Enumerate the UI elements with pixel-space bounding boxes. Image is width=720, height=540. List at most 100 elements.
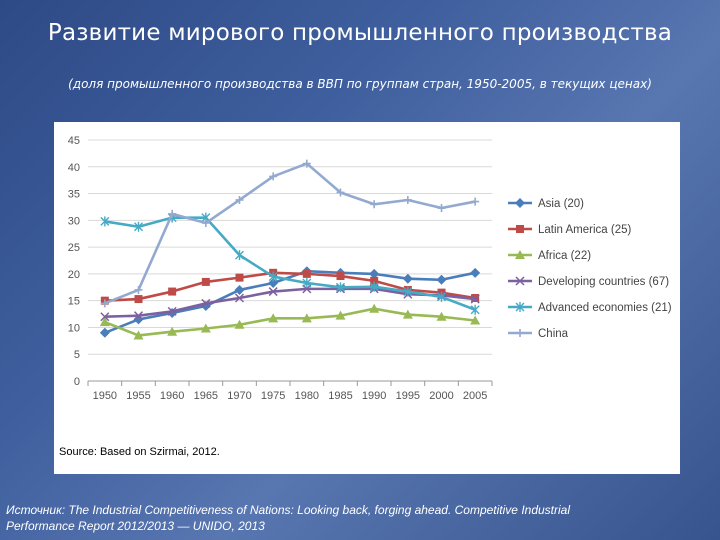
y-tick-label: 0 bbox=[74, 376, 80, 388]
chart-panel: 0 5 10 15 20 25 30 35 40 45 1950 1955 1960 1965 1970 19… bbox=[54, 122, 680, 474]
y-tick-label: 30 bbox=[68, 215, 80, 227]
data-point-china bbox=[370, 200, 379, 209]
data-point-africa-22 bbox=[268, 313, 279, 323]
data-point-advanced-economies-21 bbox=[268, 271, 278, 282]
data-point-developing-countries-67 bbox=[201, 298, 211, 308]
legend-marker-africa-22 bbox=[515, 250, 525, 259]
legend-marker-china bbox=[516, 329, 524, 337]
legend-marker-latin-america-25 bbox=[516, 225, 524, 233]
data-point-africa-22 bbox=[200, 323, 211, 333]
data-point-advanced-economies-21 bbox=[403, 286, 413, 297]
y-tick-label: 20 bbox=[68, 269, 80, 281]
data-point-africa-22 bbox=[369, 303, 380, 313]
series-line-latin-america-25 bbox=[104, 271, 476, 302]
data-point-asia-20 bbox=[470, 267, 481, 278]
slide-subtitle: (доля промышленного производства в ВВП п… bbox=[68, 77, 652, 91]
data-point-developing-countries-67 bbox=[133, 311, 144, 321]
data-point-china bbox=[201, 219, 210, 228]
data-point-china bbox=[302, 159, 311, 168]
data-point-latin-america-25 bbox=[370, 276, 379, 285]
series-line-asia-20 bbox=[104, 269, 476, 335]
legend-label-advanced-economies-21: Advanced economies (21) bbox=[538, 302, 672, 314]
data-point-developing-countries-67 bbox=[470, 294, 480, 304]
data-point-africa-22 bbox=[99, 317, 110, 327]
y-tick-label: 5 bbox=[74, 349, 80, 361]
x-tick-label: 2005 bbox=[463, 390, 487, 402]
data-point-developing-countries-67 bbox=[268, 287, 278, 297]
data-point-china bbox=[269, 172, 278, 181]
data-point-latin-america-25 bbox=[235, 273, 244, 282]
data-point-china bbox=[235, 195, 244, 204]
data-point-asia-20 bbox=[402, 273, 413, 284]
legend-label-asia-20: Asia (20) bbox=[538, 198, 584, 210]
legend-label-china: China bbox=[538, 328, 569, 340]
x-tick-label: 1975 bbox=[261, 390, 285, 402]
y-tick-label: 45 bbox=[68, 135, 80, 147]
data-point-advanced-economies-21 bbox=[437, 291, 446, 302]
data-point-latin-america-25 bbox=[134, 295, 143, 304]
x-tick-label: 1970 bbox=[227, 390, 251, 402]
data-point-china bbox=[100, 299, 109, 308]
data-point-latin-america-25 bbox=[302, 269, 311, 278]
series-line-china bbox=[104, 162, 476, 305]
data-point-africa-22 bbox=[167, 326, 178, 336]
data-point-advanced-economies-21 bbox=[134, 221, 143, 232]
data-point-china bbox=[134, 285, 143, 294]
data-point-advanced-economies-21 bbox=[302, 277, 312, 288]
data-point-advanced-economies-21 bbox=[369, 281, 379, 292]
data-point-africa-22 bbox=[470, 315, 481, 325]
data-point-africa-22 bbox=[133, 330, 144, 340]
x-tick-label: 1980 bbox=[295, 390, 319, 402]
data-point-africa-22 bbox=[301, 313, 312, 323]
data-point-developing-countries-67 bbox=[234, 293, 245, 303]
data-point-latin-america-25 bbox=[336, 272, 345, 281]
y-tick-label: 25 bbox=[68, 242, 80, 254]
data-point-asia-20 bbox=[436, 274, 447, 285]
footer-line-2: Performance Report 2012/2013 — UNIDO, 20… bbox=[6, 519, 265, 533]
data-point-africa-22 bbox=[234, 319, 245, 329]
legend-marker-developing-countries-67 bbox=[515, 276, 525, 286]
data-point-asia-20 bbox=[268, 277, 279, 288]
slide-title: Развитие мирового промышленного производ… bbox=[47, 20, 673, 46]
series-line-africa-22 bbox=[104, 307, 476, 337]
data-point-advanced-economies-21 bbox=[100, 216, 110, 227]
legend-label-latin-america-25: Latin America (25) bbox=[538, 224, 631, 236]
data-point-developing-countries-67 bbox=[100, 312, 110, 322]
data-point-latin-america-25 bbox=[168, 287, 177, 296]
y-tick-label: 40 bbox=[68, 162, 80, 174]
data-point-asia-20 bbox=[369, 268, 380, 279]
data-point-africa-22 bbox=[402, 309, 413, 319]
legend-label-developing-countries-67: Developing countries (67) bbox=[538, 276, 669, 288]
series-line-developing-countries-67 bbox=[104, 287, 476, 319]
x-tick-label: 2000 bbox=[429, 390, 453, 402]
y-tick-label: 10 bbox=[68, 322, 80, 334]
legend-marker-asia-20 bbox=[515, 198, 525, 208]
data-point-advanced-economies-21 bbox=[336, 282, 345, 293]
data-point-developing-countries-67 bbox=[167, 306, 177, 316]
data-point-asia-20 bbox=[99, 327, 110, 338]
x-tick-label: 1990 bbox=[362, 390, 386, 402]
data-point-advanced-economies-21 bbox=[470, 304, 480, 315]
data-point-latin-america-25 bbox=[201, 277, 210, 286]
data-point-asia-20 bbox=[167, 307, 178, 318]
footer-line-1: Источник: The Industrial Competitiveness… bbox=[6, 503, 571, 517]
data-point-africa-22 bbox=[335, 310, 346, 320]
line-chart: 0 5 10 15 20 25 30 35 40 45 1950 1955 1960 1965 1970 19… bbox=[68, 135, 672, 402]
legend-label-africa-22: Africa (22) bbox=[538, 250, 591, 262]
data-point-advanced-economies-21 bbox=[235, 250, 244, 261]
x-tick-label: 1985 bbox=[328, 390, 352, 402]
x-tick-label: 1965 bbox=[194, 390, 218, 402]
x-tick-label: 1995 bbox=[396, 390, 420, 402]
data-point-china bbox=[168, 209, 177, 218]
legend-marker-advanced-economies-21 bbox=[515, 302, 525, 312]
data-point-china bbox=[403, 195, 412, 204]
series-line-advanced-economies-21 bbox=[104, 216, 476, 311]
source-footer: Источник: The Industrial Competitiveness… bbox=[6, 502, 706, 534]
y-tick-label: 15 bbox=[68, 296, 80, 308]
data-point-china bbox=[336, 188, 345, 197]
data-point-china bbox=[437, 204, 446, 213]
x-tick-label: 1955 bbox=[126, 390, 150, 402]
data-point-china bbox=[471, 197, 480, 206]
chart-source: Source: Based on Szirmai, 2012. bbox=[59, 446, 220, 458]
data-point-asia-20 bbox=[234, 284, 245, 295]
